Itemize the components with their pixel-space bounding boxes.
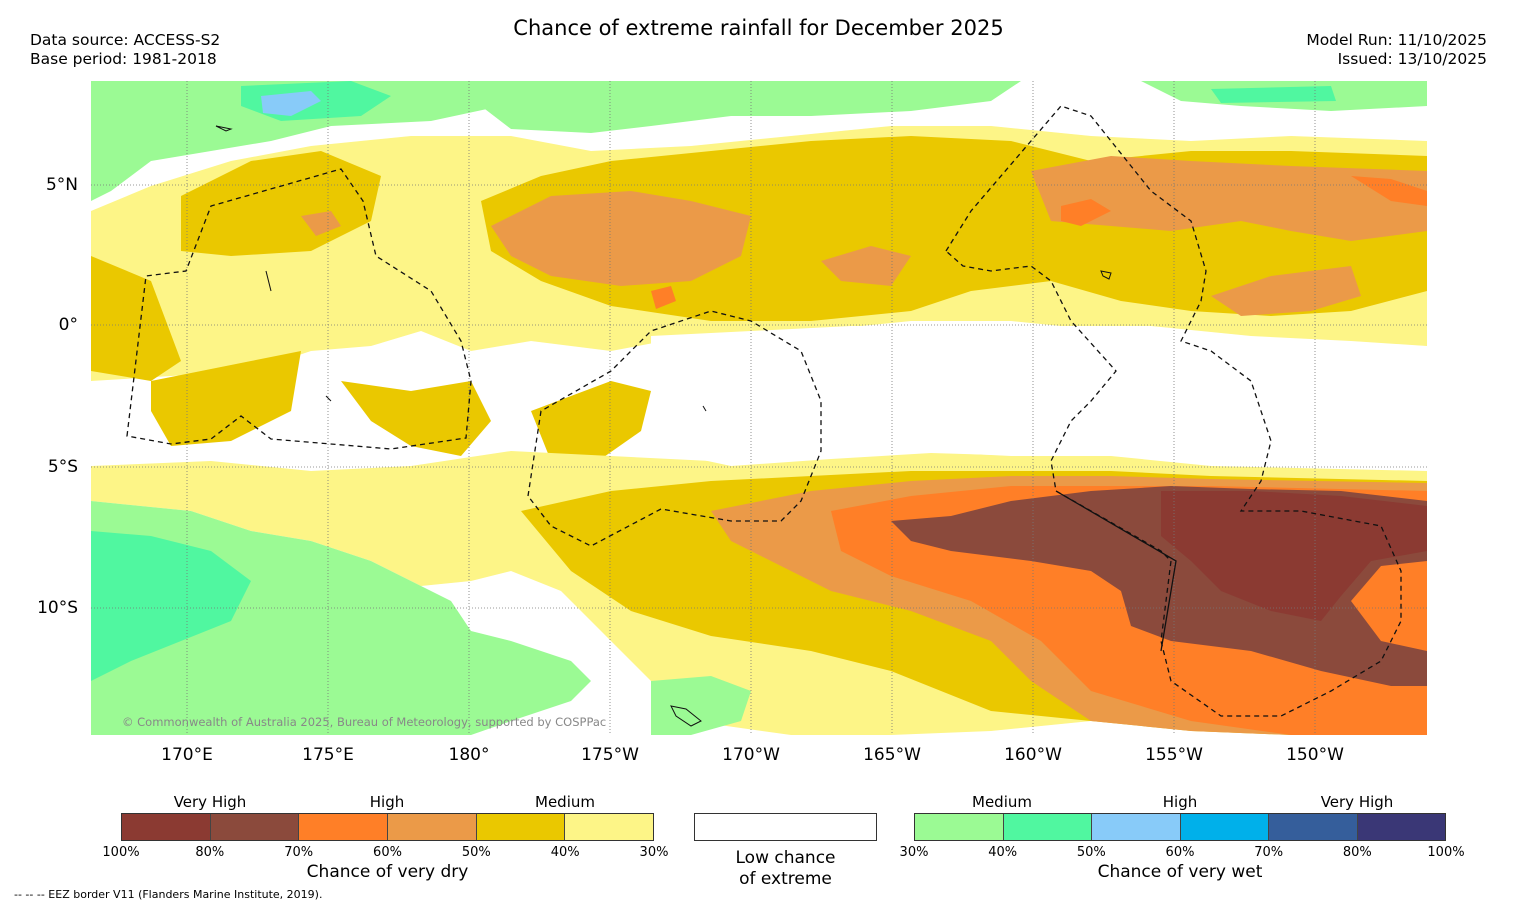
- wet-swatch-80-100: [1357, 814, 1445, 840]
- dry-tick-label: 50%: [461, 845, 491, 860]
- dry-tick-label: 70%: [284, 845, 314, 860]
- low-chance-swatch: [694, 813, 877, 841]
- longitude-label: 170°W: [722, 745, 780, 765]
- wet-high-south-west: [91, 531, 251, 681]
- latitude-label: 10°S: [37, 598, 78, 618]
- wet-swatch-70-80: [1269, 814, 1358, 840]
- wet-tick-label: 40%: [988, 845, 1018, 860]
- wet-tick-label: 30%: [899, 845, 929, 860]
- dry-tick-label: 40%: [550, 845, 580, 860]
- dry-low-equatorial-west: [151, 351, 301, 446]
- copyright-notice: © Commonwealth of Australia 2025, Bureau…: [122, 715, 607, 729]
- wet-medium-north-centre: [471, 81, 1021, 133]
- dry-tick-label: 100%: [102, 845, 140, 860]
- graticule: [91, 81, 1427, 735]
- base-period-label: Base period: 1981-2018: [30, 50, 217, 68]
- dry-mod-north-mid: [821, 246, 911, 286]
- wet-tick-label: 70%: [1254, 845, 1284, 860]
- wet-swatch-60-70: [1180, 814, 1269, 840]
- longitude-label: 165°W: [863, 745, 921, 765]
- dry-colorbar: [121, 813, 654, 841]
- dry-high-north-1: [1061, 199, 1111, 226]
- dry-swatch-100-80: [122, 814, 211, 840]
- dry-high-north-3: [651, 286, 676, 309]
- data-source-label: Data source: ACCESS-S2: [30, 31, 221, 49]
- longitude-label: 170°E: [161, 745, 213, 765]
- longitude-label: 175°W: [581, 745, 639, 765]
- longitude-label: 160°W: [1004, 745, 1062, 765]
- wet-legend-caption: Chance of very wet: [1097, 862, 1263, 882]
- dry-mod-north-centre: [491, 191, 751, 286]
- eez-footnote: -- -- -- EEZ border V11 (Flanders Marine…: [14, 888, 323, 901]
- land-border-solid: [1055, 490, 1177, 652]
- dry-legend-level-very-high: Very High: [173, 793, 247, 811]
- dry-legend-level-high: High: [369, 793, 405, 811]
- latitude-label: 5°S: [47, 457, 78, 477]
- wet-legend-level-very-high: Very High: [1320, 793, 1394, 811]
- wet-colorbar: [914, 813, 1446, 841]
- longitude-label: 175°E: [302, 745, 354, 765]
- issued-label: Issued: 13/10/2025: [1337, 50, 1487, 68]
- latitude-label: 0°: [58, 315, 78, 335]
- dry-low-equatorial-mid: [341, 381, 491, 456]
- wet-medium-south-centre: [651, 676, 751, 735]
- dry-mod-north-east-2: [1211, 266, 1361, 316]
- dry-tick-label: 30%: [639, 845, 669, 860]
- wet-legend-level-medium: Medium: [972, 793, 1032, 811]
- longitude-label: 150°W: [1286, 745, 1344, 765]
- wet-high-north-east: [1211, 86, 1336, 103]
- dry-mod-north-east: [1031, 156, 1427, 241]
- wet-swatch-30-40: [915, 814, 1004, 840]
- wet-tick-label: 80%: [1342, 845, 1372, 860]
- dry-legend-level-medium: Medium: [535, 793, 595, 811]
- wet-tick-label: 100%: [1427, 845, 1465, 860]
- wet-swatch-40-50: [1003, 814, 1092, 840]
- wet-legend-level-high: High: [1162, 793, 1198, 811]
- dry-low-equatorial-centre: [531, 381, 651, 466]
- wet-tick-label: 50%: [1076, 845, 1106, 860]
- wet-medium-north-west: [91, 81, 501, 201]
- low-chance-pocket: [471, 346, 531, 376]
- rainfall-map: [91, 81, 1427, 735]
- dry-low-west-lobe: [91, 256, 181, 381]
- dry-swatch-50-40: [476, 814, 566, 840]
- wet-very-north: [261, 91, 321, 116]
- low-chance-caption-line1: Low chance: [735, 848, 836, 868]
- latitude-label: 5°N: [45, 175, 78, 195]
- dry-swatch-70-60: [299, 814, 389, 840]
- wet-swatch-50-60: [1092, 814, 1181, 840]
- map-title: Chance of extreme rainfall for December …: [513, 16, 1004, 40]
- islands: [215, 125, 1112, 727]
- dry-tick-label: 60%: [373, 845, 402, 860]
- eez-borders: [126, 105, 1402, 717]
- dry-swatch-80-70: [210, 814, 300, 840]
- dry-mod-north-west: [301, 211, 341, 236]
- dry-high-north-2: [1351, 176, 1427, 206]
- dry-tick-label: 80%: [195, 845, 225, 860]
- wet-tick-label: 60%: [1165, 845, 1195, 860]
- dry-extreme-south: [1161, 491, 1427, 621]
- longitude-label: 180°: [448, 745, 490, 765]
- dry-swatch-60-50: [388, 814, 477, 840]
- dry-swatch-40-30: [565, 814, 654, 840]
- longitude-label: 155°W: [1145, 745, 1203, 765]
- low-chance-caption-line2: of extreme: [739, 869, 832, 889]
- dry-legend-caption: Chance of very dry: [306, 862, 469, 882]
- low-chance-caption: Low chance of extreme: [694, 848, 877, 890]
- low-chance-equatorial: [651, 326, 1427, 466]
- model-run-label: Model Run: 11/10/2025: [1306, 31, 1487, 49]
